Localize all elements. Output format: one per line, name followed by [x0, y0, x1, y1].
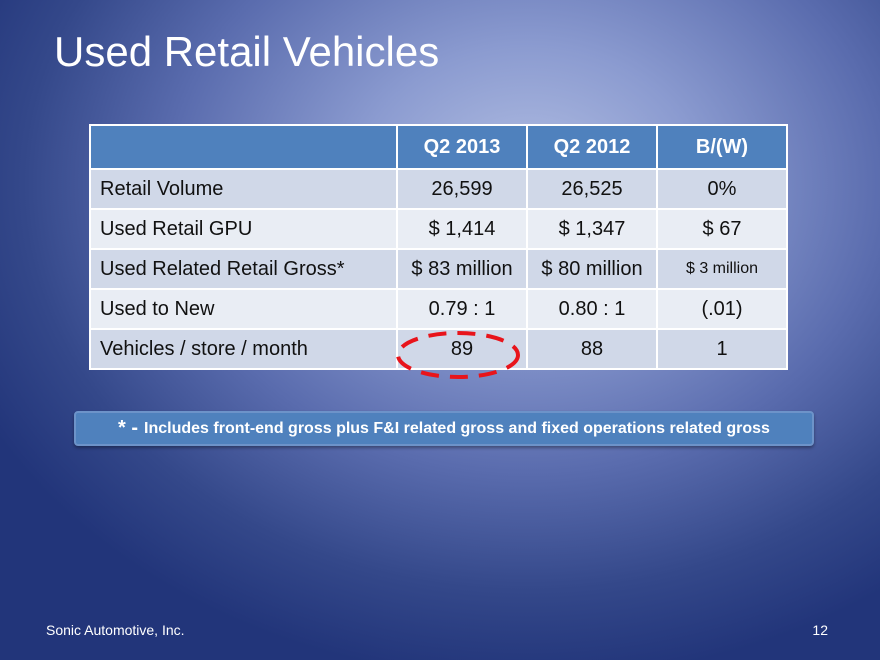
header-cell-empty — [89, 124, 398, 170]
table-row: Used to New 0.79 : 1 0.80 : 1 (.01) — [89, 288, 788, 330]
cell-q2-2012: 0.80 : 1 — [526, 288, 658, 330]
cell-q2-2012: 88 — [526, 328, 658, 370]
slide-title: Used Retail Vehicles — [54, 28, 440, 75]
cell-q2-2013: 0.79 : 1 — [396, 288, 528, 330]
cell-q2-2012: $ 80 million — [526, 248, 658, 290]
cell-q2-2013: $ 1,414 — [396, 208, 528, 250]
cell-q2-2012: $ 1,347 — [526, 208, 658, 250]
row-label: Used Related Retail Gross* — [89, 248, 398, 290]
header-cell-q2-2012: Q2 2012 — [526, 124, 658, 170]
header-cell-q2-2013: Q2 2013 — [396, 124, 528, 170]
table-row: Vehicles / store / month 89 88 1 — [89, 328, 788, 370]
cell-q2-2013: 89 — [396, 328, 528, 370]
row-label: Used Retail GPU — [89, 208, 398, 250]
footnote-text: Includes front-end gross plus F&I relate… — [144, 419, 770, 437]
footnote-marker: * - — [118, 417, 139, 439]
cell-better-worse: $ 3 million — [656, 248, 788, 290]
table-row: Used Related Retail Gross* $ 83 million … — [89, 248, 788, 290]
cell-q2-2012: 26,525 — [526, 168, 658, 210]
page-number: 12 — [812, 622, 828, 638]
row-label: Used to New — [89, 288, 398, 330]
table-header-row: Q2 2013 Q2 2012 B/(W) — [89, 124, 788, 170]
used-retail-table: Q2 2013 Q2 2012 B/(W) Retail Volume 26,5… — [89, 124, 788, 370]
table-row: Used Retail GPU $ 1,414 $ 1,347 $ 67 — [89, 208, 788, 250]
cell-better-worse: 0% — [656, 168, 788, 210]
footer-company: Sonic Automotive, Inc. — [46, 622, 185, 638]
cell-q2-2013: $ 83 million — [396, 248, 528, 290]
cell-better-worse: (.01) — [656, 288, 788, 330]
table-row: Retail Volume 26,599 26,525 0% — [89, 168, 788, 210]
row-label: Retail Volume — [89, 168, 398, 210]
footnote-banner: * - Includes front-end gross plus F&I re… — [74, 411, 814, 446]
cell-q2-2013: 26,599 — [396, 168, 528, 210]
header-cell-better-worse: B/(W) — [656, 124, 788, 170]
cell-better-worse: $ 67 — [656, 208, 788, 250]
cell-better-worse: 1 — [656, 328, 788, 370]
row-label: Vehicles / store / month — [89, 328, 398, 370]
